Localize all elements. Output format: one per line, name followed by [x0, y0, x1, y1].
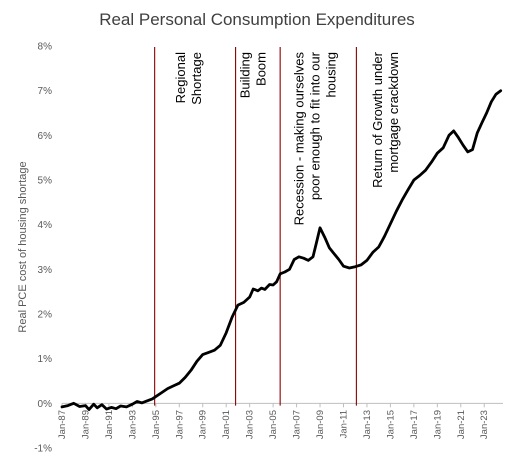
x-tick-label: Jan-15 — [385, 410, 396, 439]
period-annotation-text: Recession - making ourselves — [292, 52, 307, 226]
period-annotations: Regional Shortage Building Boom Recession - … — [173, 51, 401, 225]
x-tick-label: Jan-19 — [432, 410, 443, 439]
x-tick-label: Jan-05 — [268, 410, 279, 439]
y-tick-label: -1% — [34, 444, 52, 455]
x-tick-label: Jan-93 — [127, 410, 138, 439]
x-tick-label: Jan-91 — [104, 410, 115, 439]
x-tick-label: Jan-21 — [456, 410, 467, 439]
x-tick-label: Jan-07 — [292, 410, 303, 439]
y-tick-label: 6% — [38, 131, 53, 142]
y-tick-label: 8% — [38, 42, 53, 53]
period-annotation-text: Regional — [173, 52, 188, 103]
period-annotation-text: Boom — [254, 52, 269, 86]
x-tick-label: Jan-97 — [174, 410, 185, 439]
x-tick-label: Jan-09 — [315, 410, 326, 439]
y-tick-label: 0% — [38, 399, 53, 410]
period-annotation-text: Shortage — [189, 52, 204, 105]
x-axis: Jan-87 Jan-89 Jan-91 Jan-93 Jan-95 Jan-97 Jan-… — [57, 402, 503, 439]
period-marker-lines — [154, 47, 357, 406]
y-tick-label: 7% — [38, 86, 53, 97]
x-tick-label: Jan-87 — [57, 410, 68, 439]
period-annotation-text: Return of Growth under — [370, 51, 385, 188]
period-annotation-text: mortgage crackdown — [386, 52, 401, 173]
x-tick-label: Jan-11 — [338, 410, 349, 438]
x-tick-label: Jan-95 — [151, 410, 162, 439]
x-tick-label: Jan-13 — [362, 410, 373, 439]
y-axis-label: Real PCE cost of housing shortage — [17, 161, 29, 332]
period-annotation-text: poor enough to fit into our — [308, 51, 323, 200]
period-annotation-text: Building — [238, 52, 253, 98]
y-tick-label: 1% — [38, 354, 53, 365]
x-tick-label: Jan-17 — [409, 410, 420, 439]
x-tick-label: Jan-89 — [80, 410, 91, 439]
y-tick-label: 5% — [38, 176, 53, 187]
y-tick-label: 3% — [38, 265, 53, 276]
x-tick-label: Jan-99 — [198, 410, 209, 439]
period-annotation-text: housing — [324, 52, 339, 98]
x-tick-label: Jan-03 — [245, 410, 256, 439]
y-axis: -1% 0% 1% 2% 3% 4% 5% 6% 7% 8% — [34, 42, 52, 455]
y-tick-label: 4% — [38, 220, 53, 231]
series-line — [60, 89, 503, 411]
x-tick-label: Jan-23 — [479, 410, 490, 439]
chart-title: Real Personal Consumption Expenditures — [99, 10, 415, 29]
x-tick-label: Jan-01 — [221, 410, 232, 439]
y-tick-label: 2% — [38, 310, 53, 321]
